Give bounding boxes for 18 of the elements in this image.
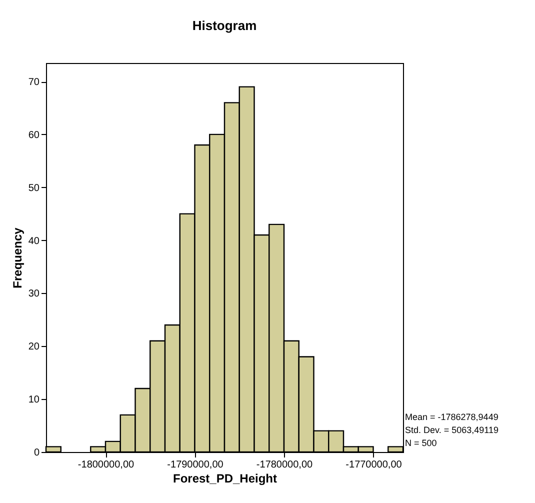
y-tick-label: 20 (28, 342, 40, 353)
y-tick-label: 30 (28, 288, 40, 300)
x-tick-label: -1770000,00 (346, 460, 402, 470)
x-tick-label: -1790000,00 (167, 460, 224, 470)
y-tick-label: 40 (28, 236, 40, 247)
x-tick-label: -1800000,00 (78, 460, 135, 470)
y-tick-label: 50 (28, 182, 40, 194)
y-tick-label: 60 (28, 130, 40, 141)
chart-title: Histogram (192, 18, 257, 33)
text: N = 500 (405, 438, 437, 448)
text: Std. Dev. = 5063,49119 (405, 425, 498, 435)
y-axis-title: Frequency (10, 227, 24, 288)
text: Mean = -1786278,9449 (405, 412, 498, 422)
y-tick-label: 70 (28, 77, 40, 88)
x-tick-label: -1780000,00 (256, 460, 314, 470)
y-tick-label: 10 (28, 394, 40, 406)
y-tick-label: 0 (34, 448, 40, 458)
x-axis-title: Forest_PD_Height (172, 472, 278, 486)
